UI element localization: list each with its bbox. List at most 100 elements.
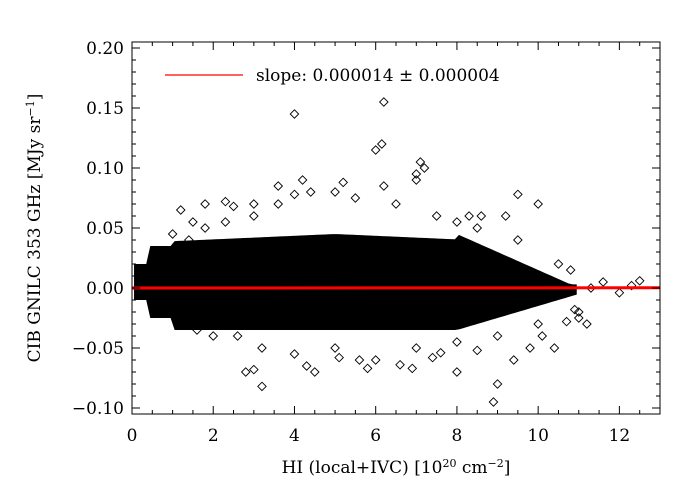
y-tick-label: 0.20 bbox=[86, 39, 124, 59]
scatter-point bbox=[452, 367, 462, 377]
scatter-point bbox=[208, 331, 219, 341]
y-tick-label: 0.15 bbox=[86, 99, 124, 119]
scatter-point bbox=[354, 355, 365, 365]
scatter-point bbox=[220, 196, 231, 207]
scatter-point bbox=[472, 345, 483, 356]
scatter-point bbox=[492, 379, 503, 389]
scatter-point bbox=[634, 275, 645, 286]
scatter-point bbox=[561, 316, 572, 327]
scatter-point bbox=[472, 223, 483, 233]
x-axis-label: HI (local+IVC) [1020 cm−2] bbox=[282, 457, 511, 479]
scatter-point bbox=[411, 169, 422, 179]
scatter-point bbox=[249, 199, 259, 209]
x-tick-label: 12 bbox=[609, 426, 631, 446]
scatter-point bbox=[362, 363, 373, 374]
scatter-point bbox=[378, 97, 389, 107]
scatter-point bbox=[508, 355, 519, 365]
y-tick-label: 0.05 bbox=[86, 219, 124, 239]
scatter-point bbox=[407, 363, 418, 374]
scatter-point bbox=[228, 201, 239, 212]
scatter-point bbox=[391, 199, 401, 209]
x-tick-label: 6 bbox=[370, 426, 381, 446]
scatter-point bbox=[273, 181, 284, 191]
scatter-point bbox=[370, 145, 381, 155]
scatter-point bbox=[167, 229, 178, 239]
scatter-point bbox=[188, 217, 198, 227]
scatter-point bbox=[175, 205, 186, 215]
y-axis: −0.10 −0.05 0.00 0.05 0.10 0.15 0.20 bbox=[72, 39, 660, 419]
scatter-point bbox=[249, 211, 259, 221]
scatter-point bbox=[240, 367, 251, 377]
scatter-point bbox=[476, 211, 487, 221]
density-layer bbox=[134, 234, 577, 330]
scatter-point bbox=[309, 367, 320, 377]
scatter-point bbox=[614, 287, 625, 298]
scatter-point bbox=[573, 307, 584, 317]
y-tick-label: −0.05 bbox=[72, 339, 124, 359]
scatter-point bbox=[569, 304, 580, 315]
scatter-point bbox=[427, 352, 438, 363]
scatter-point bbox=[415, 157, 426, 167]
scatter-point bbox=[431, 211, 442, 221]
scatter-point bbox=[289, 349, 300, 359]
scatter-point bbox=[533, 199, 543, 209]
scatter-point bbox=[376, 139, 387, 149]
scatter-point bbox=[411, 175, 422, 185]
x-tick-label: 2 bbox=[208, 426, 219, 446]
legend-label: slope: 0.000014 ± 0.000004 bbox=[256, 66, 500, 86]
scatter-point bbox=[305, 187, 316, 197]
scatter-point bbox=[573, 313, 584, 323]
scatter-point bbox=[537, 331, 548, 341]
scatter-point bbox=[435, 347, 446, 358]
y-tick-label: −0.10 bbox=[72, 399, 124, 419]
scatter-point bbox=[370, 355, 381, 365]
scatter-point bbox=[378, 181, 389, 191]
y-tick-label: 0.10 bbox=[86, 159, 124, 179]
y-axis-label: CIB GNILC 353 GHz [MJy sr−1] bbox=[24, 94, 46, 363]
scatter-point bbox=[419, 163, 430, 173]
scatter-point bbox=[553, 259, 564, 269]
x-tick-label: 4 bbox=[289, 426, 300, 446]
scatter-point bbox=[273, 199, 284, 209]
scatter-point bbox=[513, 189, 523, 200]
scatter-point bbox=[301, 361, 312, 371]
scatter-point bbox=[525, 343, 535, 353]
scatter-point bbox=[330, 343, 340, 353]
scatter-point bbox=[220, 217, 231, 227]
scatter-point bbox=[257, 381, 267, 392]
scatter-point bbox=[289, 109, 300, 119]
scatter-point bbox=[257, 343, 267, 353]
x-tick-label: 10 bbox=[527, 426, 549, 446]
scatter-point bbox=[200, 223, 210, 233]
scatter-point bbox=[598, 277, 608, 287]
legend: slope: 0.000014 ± 0.000004 bbox=[165, 66, 500, 86]
scatter-point bbox=[395, 359, 405, 370]
scatter-point bbox=[249, 364, 259, 375]
scatter-point bbox=[330, 187, 340, 197]
scatter-point bbox=[582, 319, 592, 329]
x-tick-label: 8 bbox=[452, 426, 463, 446]
scatter-point bbox=[549, 343, 560, 353]
scatter-point bbox=[464, 211, 474, 221]
y-tick-label: 0.00 bbox=[86, 279, 124, 299]
scatter-point bbox=[492, 331, 503, 341]
scatter-point bbox=[452, 217, 462, 227]
scatter-point bbox=[411, 343, 422, 353]
scatter-point bbox=[334, 352, 344, 363]
scatter-point bbox=[297, 175, 308, 185]
scatter-point bbox=[200, 199, 210, 209]
scatter-point bbox=[500, 211, 511, 221]
scatter-point bbox=[350, 193, 361, 203]
scatter-point bbox=[626, 280, 637, 291]
scatter-point bbox=[338, 177, 349, 188]
scatter-point bbox=[513, 235, 523, 245]
scatter-point bbox=[232, 331, 243, 341]
scatter-point bbox=[565, 265, 576, 275]
x-tick-label: 0 bbox=[127, 426, 138, 446]
dense-point-cloud bbox=[134, 234, 577, 330]
scatter-point bbox=[289, 189, 300, 200]
scatter-point bbox=[452, 337, 462, 347]
scatter-point bbox=[533, 319, 543, 329]
x-axis: 0 2 4 6 8 10 12 bbox=[127, 42, 661, 446]
